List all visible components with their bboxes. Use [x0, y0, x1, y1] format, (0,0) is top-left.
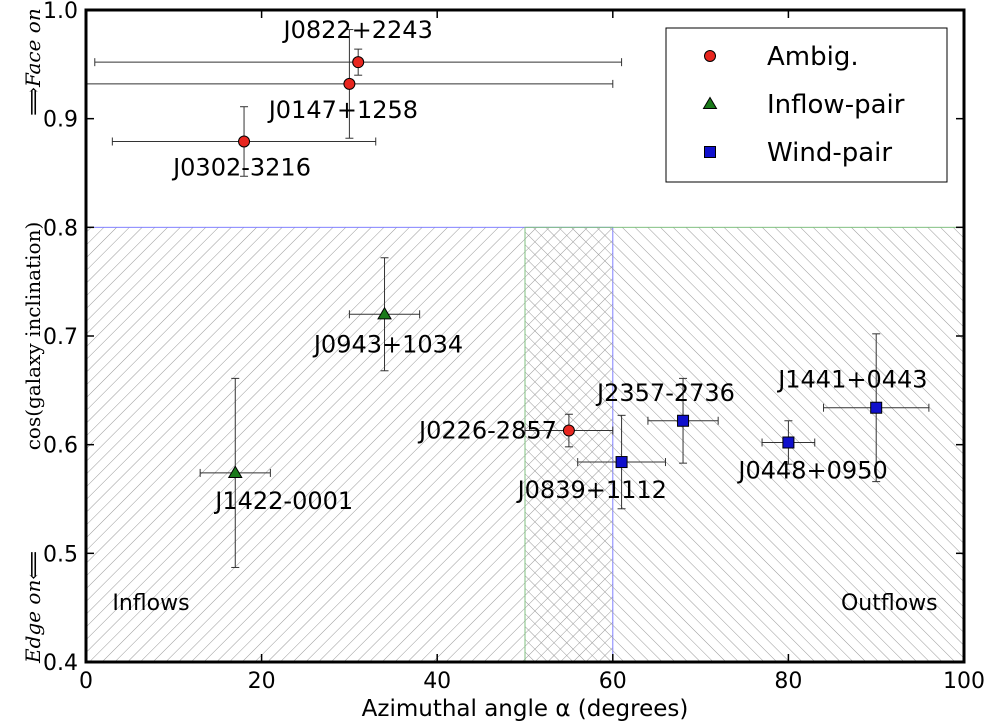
legend-marker-triangle [702, 96, 718, 110]
y-tick-label: 0.7 [43, 325, 78, 350]
marker-circle [562, 424, 575, 437]
x-tick-label: 40 [423, 669, 451, 694]
regions-layer: Inflows Outflows [85, 226, 965, 663]
point-label: J0943+1034 [312, 330, 463, 358]
region-label-inflows: Inflows [112, 591, 189, 616]
region-fill-outflows [525, 227, 964, 663]
y-axis-top-note-group: ⟹Face on [21, 8, 45, 115]
y-tick-label: 0.8 [43, 216, 78, 241]
plot-frame [84, 8, 966, 664]
ticks-layer: 0 20 40 60 80 100 0.4 0.5 0.6 0.7 0.8 0.9 1.0 [43, 0, 985, 694]
y-tick-label: 0.6 [43, 434, 78, 459]
marker-square [870, 401, 883, 414]
marker-circle [352, 56, 365, 69]
y-tick-label: 0.5 [43, 542, 78, 567]
legend: Ambig. Inflow-pair Wind-pair [665, 27, 948, 183]
point-label: J0226-2857 [417, 417, 557, 445]
errorbars-layer [85, 29, 930, 568]
y-tick-label: 0.9 [43, 108, 78, 133]
point-label: J1422-0001 [213, 487, 353, 515]
y-tick-label: 1.0 [43, 0, 78, 24]
marker-triangle [377, 306, 392, 320]
markers-layer [227, 56, 883, 478]
marker-triangle [227, 465, 243, 478]
marker-circle [238, 135, 251, 148]
point-label: J0448+0950 [736, 456, 887, 484]
legend-marker-square [704, 146, 716, 158]
x-tick-label: 20 [248, 669, 276, 694]
y-tick-label: 0.4 [43, 651, 78, 676]
marker-square [615, 456, 628, 469]
point-label: J2357-2736 [595, 379, 735, 407]
point-label: J0147+1258 [267, 96, 418, 124]
legend-marker-circle [704, 50, 716, 62]
face-on-label: ⟹Face on [21, 8, 45, 115]
x-tick-label: 60 [599, 669, 627, 694]
legend-label: Inflow-pair [767, 90, 905, 120]
point-labels-layer: J0822+2243 J0147+1258 J0302-3216 J0226-2857… [171, 16, 927, 515]
point-label: J1441+0443 [776, 366, 927, 394]
marker-circle [343, 77, 356, 90]
legend-label: Ambig. [767, 42, 859, 72]
marker-square [677, 414, 690, 427]
point-label: J0839+1112 [516, 476, 667, 504]
point-label: J0302-3216 [171, 153, 311, 181]
region-label-outflows: Outflows [841, 591, 938, 616]
y-axis-label: cos(galaxy inclination) [21, 222, 45, 451]
marker-square [782, 436, 795, 449]
y-axis-bottom-note-group: Edge on⟸ [21, 551, 45, 664]
point-label: J0822+2243 [282, 16, 433, 44]
x-tick-label: 0 [79, 669, 93, 694]
x-axis-label: Azimuthal angle α (degrees) [362, 696, 689, 722]
x-tick-label: 80 [774, 669, 802, 694]
legend-label: Wind-pair [767, 138, 892, 168]
edge-on-label: Edge on⟸ [21, 551, 45, 664]
y-axis-label-group: cos(galaxy inclination) [21, 222, 45, 451]
x-tick-label: 100 [943, 669, 985, 694]
